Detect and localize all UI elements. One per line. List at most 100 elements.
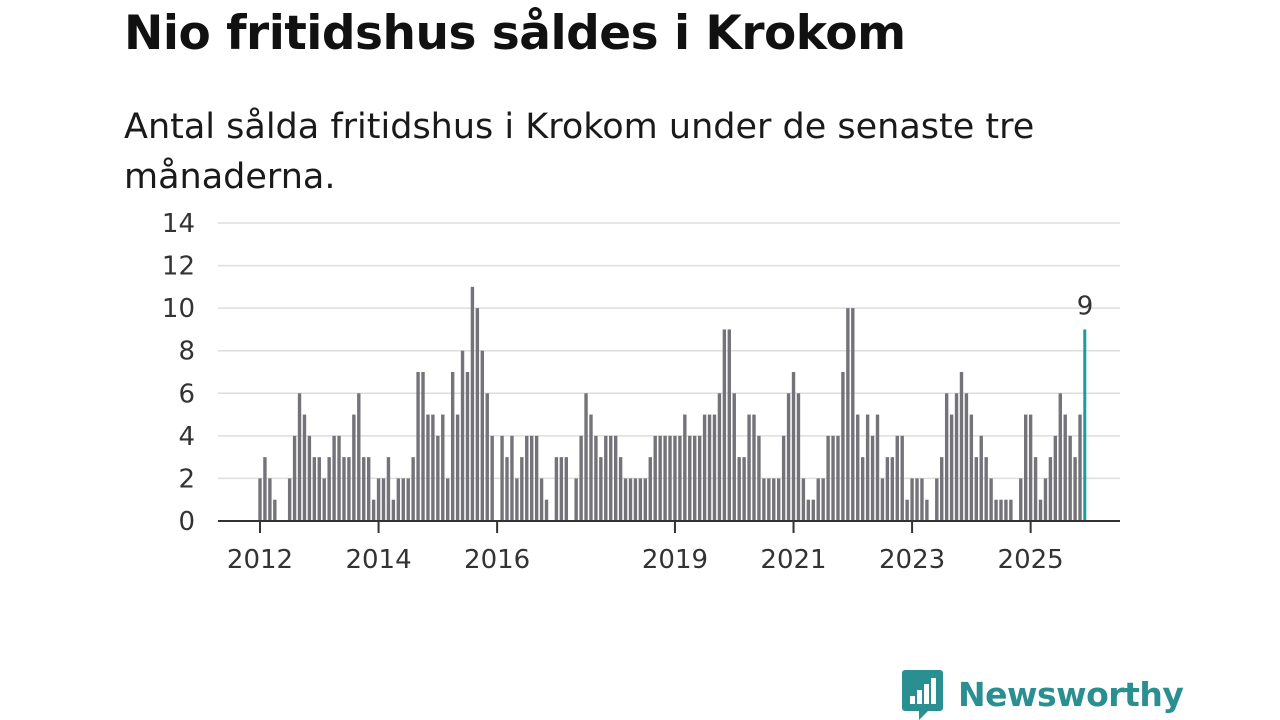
bar [1058,393,1062,521]
bars [258,286,1087,521]
bar [870,435,875,521]
bar [860,457,865,521]
y-tick-label: 0 [178,507,195,537]
highlight-bar [1083,329,1087,521]
bar [297,393,302,521]
bar [302,414,307,521]
bar [697,435,702,521]
bar [767,478,771,521]
bar [381,478,386,521]
bar [643,478,648,521]
x-tick-label: 2014 [345,545,411,575]
bar [342,457,346,521]
bar [376,478,381,521]
axis-ticks: 0 2 4 6 8 10 12 14 2012 2014 2016 2019 2021 2023 2025 [162,209,1064,575]
bar [574,478,578,521]
bar [525,435,529,521]
bar [801,478,806,521]
bar [1078,414,1082,521]
y-tick-label: 2 [178,464,195,494]
bar [693,435,697,521]
bar [668,435,672,521]
bar [1033,457,1038,521]
bar [1024,414,1028,521]
bar [475,308,480,521]
bar [431,414,435,521]
bar [633,478,638,521]
bar [935,478,939,521]
bar [1019,478,1023,521]
bar [460,350,465,521]
y-tick-label: 6 [178,379,195,409]
bar [520,457,524,521]
bar [831,435,835,521]
bar [317,457,321,521]
bar [781,435,786,521]
bar [915,478,919,521]
bar [371,499,376,521]
bar [609,435,613,521]
bar [268,478,272,521]
bar [964,393,969,521]
bar [505,457,509,521]
bar [411,457,415,521]
bar [362,457,366,521]
bar [544,499,549,521]
x-tick-label: 2021 [760,545,826,575]
bar [727,329,731,521]
bar [673,435,677,521]
bar [865,414,870,521]
bar [1048,457,1053,521]
bar [811,499,815,521]
bar [984,457,988,521]
bar [979,435,983,521]
bar [450,372,455,521]
bar [490,435,494,521]
bar [880,478,885,521]
bar [579,435,583,521]
x-tick-label: 2023 [879,545,945,575]
bar [564,457,568,521]
bar [791,372,796,521]
bar [594,435,598,521]
bar [816,478,820,521]
newsworthy-logo: Newsworthy [902,670,1184,720]
bar [777,478,781,521]
bar [1028,414,1033,521]
bar [287,478,292,521]
bar [762,478,766,521]
bar [678,435,682,521]
bar [327,457,331,521]
bar [846,308,850,521]
bar [406,478,410,521]
bar [416,372,420,521]
bar [994,499,998,521]
bar [559,457,564,521]
bar [653,435,657,521]
bar [510,435,514,521]
bar [613,435,618,521]
bar [940,457,944,521]
bar [742,457,746,521]
y-tick-label: 10 [162,294,195,324]
bar [885,457,890,521]
x-tick-label: 2016 [464,545,530,575]
bar [757,435,761,521]
bar [806,499,811,521]
chart-subtitle: Antal sålda fritidshus i Krokom under de… [124,107,1035,197]
bar [1063,414,1067,521]
bar [470,286,475,521]
bar [273,499,277,521]
bar [386,457,391,521]
bar [485,393,489,521]
bar [352,414,356,521]
bar [623,478,628,521]
bar [826,435,830,521]
bar [337,435,341,521]
bar [989,478,993,521]
bar [999,499,1003,521]
x-tick-label: 2012 [227,545,293,575]
bar [969,414,974,521]
bar [599,457,603,521]
bar [925,499,929,521]
